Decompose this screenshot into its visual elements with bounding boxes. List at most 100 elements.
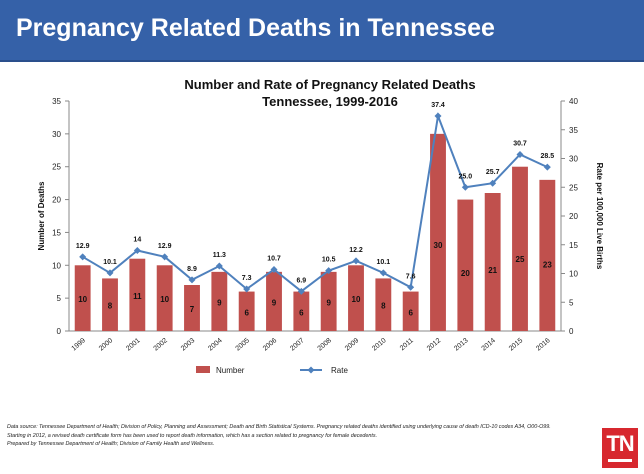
rate-point-2013 (461, 183, 469, 191)
rate-point-2016 (543, 163, 551, 171)
bar-value-label: 10 (352, 295, 361, 304)
legend: Number Rate (196, 366, 348, 375)
rate-value-label: 10.7 (267, 255, 281, 262)
right-y-axis: 0 5 10 15 20 25 30 35 40 (560, 97, 578, 336)
rate-value-label: 12.2 (349, 247, 363, 254)
bar-1999 (74, 265, 91, 331)
x-tick-label: 2007 (289, 337, 306, 352)
footnote-prepared: Prepared by Tennessee Department of Heal… (7, 441, 215, 448)
bar-2012 (430, 133, 446, 331)
bar-value-label: 9 (326, 298, 331, 307)
left-tick-label: 0 (57, 327, 62, 336)
rate-point-2004 (215, 262, 223, 270)
right-tick-label: 15 (569, 241, 578, 250)
bar-value-label: 9 (217, 298, 222, 307)
bar-value-label: 8 (108, 302, 113, 311)
tn-logo: TN (602, 428, 638, 468)
x-tick-label: 2009 (344, 337, 361, 352)
rate-value-label: 11.3 (213, 252, 226, 259)
legend-label-number: Number (216, 366, 245, 375)
x-tick-label: 2011 (399, 337, 415, 352)
rate-line (82, 112, 548, 293)
x-tick-label: 2002 (153, 337, 170, 352)
x-tick-label: 2014 (481, 337, 498, 352)
x-tick-label: 2004 (207, 337, 224, 352)
right-tick-label: 35 (569, 126, 578, 135)
x-tick-label: 2000 (98, 337, 115, 352)
rate-value-label: 30.7 (513, 140, 527, 147)
bar-value-label: 23 (543, 261, 552, 270)
bar-value-label: 6 (299, 308, 304, 317)
left-tick-label: 20 (52, 196, 61, 205)
legend-label-rate: Rate (331, 366, 348, 375)
bar-2010 (375, 278, 392, 331)
x-tick-label: 2008 (317, 337, 334, 352)
bar-value-label: 7 (190, 305, 195, 314)
left-tick-label: 15 (52, 228, 61, 237)
rate-point-2005 (243, 285, 251, 293)
rate-value-label: 25.7 (486, 169, 500, 176)
rate-value-label: 7.6 (406, 273, 416, 280)
x-tick-label: 2012 (426, 337, 443, 352)
bar-2015 (512, 166, 528, 331)
left-tick-label: 25 (52, 163, 61, 172)
chart-title: Number and Rate of Pregnancy Related Dea… (184, 77, 475, 92)
bar-2011 (402, 291, 419, 331)
bar-2004 (211, 271, 228, 331)
bar-value-label: 6 (244, 308, 249, 317)
rate-point-2009 (352, 257, 360, 265)
bar-2007 (293, 291, 310, 331)
right-tick-label: 30 (569, 155, 578, 164)
bar-2016 (539, 179, 556, 331)
rate-point-2003 (188, 276, 196, 284)
rate-value-label: 12.9 (76, 243, 90, 250)
bar-value-label: 10 (78, 295, 87, 304)
right-tick-label: 20 (569, 212, 578, 221)
bar-2000 (102, 278, 118, 331)
bar-2003 (184, 285, 200, 331)
rate-point-2001 (133, 247, 141, 254)
bar-value-label: 9 (272, 298, 277, 307)
x-tick-label: 2001 (125, 337, 142, 352)
chart-subtitle: Tennessee, 1999-2016 (262, 94, 398, 109)
x-tick-label: 1999 (71, 337, 88, 352)
rate-point-2014 (489, 179, 497, 187)
left-tick-label: 30 (52, 130, 61, 139)
left-axis-title: Number of Deaths (37, 181, 46, 250)
bar-value-label: 6 (408, 308, 413, 317)
rate-value-label: 25.0 (459, 173, 473, 180)
bar-2009 (348, 265, 364, 331)
rate-point-2002 (161, 253, 169, 261)
rate-value-label: 37.4 (431, 102, 445, 109)
rate-point-2000 (106, 269, 114, 277)
bar-2005 (238, 291, 255, 331)
rate-value-label: 12.9 (158, 243, 172, 250)
right-axis-title: Rate per 100,000 Live Births (595, 163, 604, 270)
rate-value-label: 10.1 (103, 259, 117, 266)
left-tick-label: 10 (52, 261, 61, 270)
title-banner: Pregnancy Related Deaths in Tennessee (0, 0, 644, 62)
rate-value-label: 14 (133, 237, 141, 244)
rate-point-2011 (407, 283, 415, 291)
bar-2013 (457, 199, 474, 331)
rate-point-1999 (79, 253, 87, 261)
rate-point-2012 (434, 112, 442, 120)
bar-value-label: 11 (133, 292, 142, 301)
footnotes: Data source: Tennessee Department of Hea… (7, 423, 597, 449)
bar-2008 (320, 271, 337, 331)
tn-logo-text: TN (606, 431, 634, 456)
tn-logo-bar (608, 459, 632, 462)
rate-value-label: 10.5 (322, 257, 336, 264)
legend-swatch-number (196, 366, 210, 373)
bar-value-label: 10 (160, 295, 169, 304)
page-title: Pregnancy Related Deaths in Tennessee (16, 14, 495, 42)
bar-value-label: 20 (461, 269, 470, 278)
x-tick-label: 2016 (535, 337, 552, 352)
right-tick-label: 5 (569, 298, 574, 307)
footnote-revision: Starting in 2012, a revised death certif… (7, 432, 378, 439)
bar-2014 (484, 193, 501, 331)
bar-2006 (266, 271, 282, 331)
x-tick-label: 2006 (262, 337, 279, 352)
x-tick-label: 2010 (371, 337, 388, 352)
left-tick-label: 35 (52, 97, 61, 106)
